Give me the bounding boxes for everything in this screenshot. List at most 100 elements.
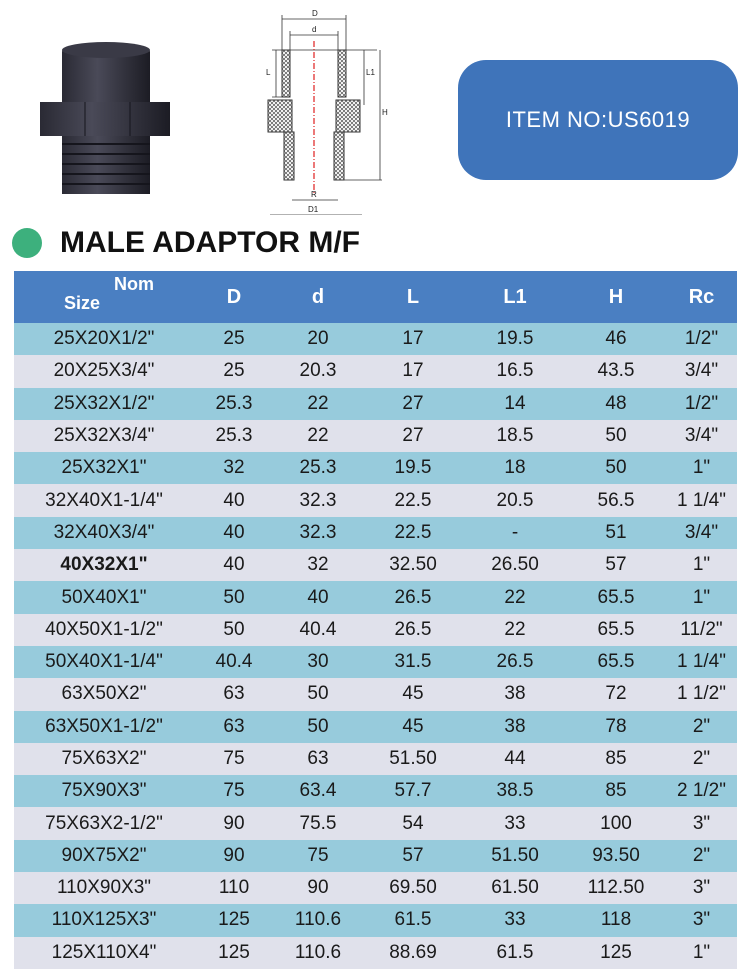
cell-d: 75	[274, 839, 362, 873]
cell-Rc: 3/4"	[666, 355, 737, 388]
product-photo	[40, 42, 170, 194]
cell-size: 25X32X1/2"	[14, 387, 194, 420]
cell-size: 40X50X1-1/2"	[14, 613, 194, 646]
cell-size: 90X75X2"	[14, 839, 194, 873]
cell-d: 20.3	[274, 355, 362, 388]
cell-Rc: 1 1/2"	[666, 678, 737, 711]
cell-d: 25.3	[274, 452, 362, 485]
cell-D: 63	[194, 678, 274, 711]
cell-size: 125X110X4"	[14, 936, 194, 969]
cell-size: 75X90X3"	[14, 775, 194, 808]
cell-d: 63.4	[274, 775, 362, 808]
cell-D: 50	[194, 581, 274, 614]
cell-d: 32.3	[274, 484, 362, 517]
cell-d: 40	[274, 581, 362, 614]
cell-Rc: 1 1/4"	[666, 645, 737, 679]
cell-d: 110.6	[274, 904, 362, 937]
cell-L: 32.50	[362, 549, 464, 582]
cell-D: 63	[194, 710, 274, 743]
cell-H: 46	[566, 323, 666, 356]
cell-d: 75.5	[274, 807, 362, 840]
table-row: 32X40X1-1/4" 40 32.3 22.5 20.5 56.5 1 1/4"	[14, 484, 737, 517]
cell-size: 63X50X2"	[14, 678, 194, 711]
label-L: L	[266, 68, 271, 77]
cell-size: 50X40X1"	[14, 581, 194, 614]
cell-Rc: 1"	[666, 936, 737, 969]
cell-D: 90	[194, 807, 274, 840]
cell-H: 65.5	[566, 613, 666, 646]
cell-Rc: 1/2"	[666, 323, 737, 356]
table-row: 75X63X2" 75 63 51.50 44 85 2"	[14, 742, 737, 776]
dimension-diagram: D d L L1 H R D1	[266, 9, 388, 215]
table-row: 75X63X2-1/2" 90 75.5 54 33 100 3"	[14, 807, 737, 840]
cell-D: 32	[194, 452, 274, 485]
cell-H: 85	[566, 742, 666, 776]
cell-L1: 38	[464, 710, 566, 743]
cell-L1: 38.5	[464, 775, 566, 808]
cell-d: 63	[274, 742, 362, 776]
cell-L: 17	[362, 323, 464, 356]
title-row: MALE ADAPTOR M/F	[12, 226, 360, 260]
cell-L: 57.7	[362, 775, 464, 808]
cell-Rc: 3"	[666, 904, 737, 937]
cell-D: 75	[194, 775, 274, 808]
page-title: MALE ADAPTOR M/F	[60, 226, 360, 259]
cell-H: 93.50	[566, 839, 666, 873]
cell-L: 57	[362, 839, 464, 873]
cell-size: 63X50X1-1/2"	[14, 710, 194, 743]
table-row: 110X90X3" 110 90 69.50 61.50 112.50 3"	[14, 872, 737, 905]
cell-H: 65.5	[566, 645, 666, 679]
cell-D: 40	[194, 549, 274, 582]
cell-H: 85	[566, 775, 666, 808]
spec-table: Size Nom D d L L1 H Rc 25X20X1/2" 25 20 17 19…	[14, 271, 737, 969]
table-row: 25X32X1" 32 25.3 19.5 18 50 1"	[14, 452, 737, 485]
cell-L1: 44	[464, 742, 566, 776]
cell-d: 110.6	[274, 936, 362, 969]
table-row: 50X40X1" 50 40 26.5 22 65.5 1"	[14, 581, 737, 614]
size-label: Size	[64, 293, 101, 313]
cell-Rc: 2"	[666, 710, 737, 743]
cell-D: 125	[194, 904, 274, 937]
cell-size: 40X32X1"	[14, 549, 194, 582]
cell-L1: 20.5	[464, 484, 566, 517]
cell-size: 110X125X3"	[14, 904, 194, 937]
header-d: d	[274, 271, 362, 323]
item-number-badge: ITEM NO:US6019	[458, 60, 738, 180]
cell-size: 32X40X1-1/4"	[14, 484, 194, 517]
cell-H: 57	[566, 549, 666, 582]
table-row: 40X32X1" 40 32 32.50 26.50 57 1"	[14, 549, 737, 582]
cell-L: 27	[362, 419, 464, 453]
cell-H: 125	[566, 936, 666, 969]
cell-d: 22	[274, 419, 362, 453]
cell-L1: 22	[464, 613, 566, 646]
cell-size: 75X63X2-1/2"	[14, 807, 194, 840]
label-D: D	[312, 9, 318, 18]
cell-size: 32X40X3/4"	[14, 516, 194, 550]
header-L: L	[362, 271, 464, 323]
table-row: 25X32X3/4" 25.3 22 27 18.5 50 3/4"	[14, 419, 737, 453]
cell-d: 32	[274, 549, 362, 582]
cell-d: 32.3	[274, 516, 362, 550]
cell-L1: 26.50	[464, 549, 566, 582]
header-H: H	[566, 271, 666, 323]
cell-L1: 33	[464, 807, 566, 840]
table-row: 20X25X3/4" 25 20.3 17 16.5 43.5 3/4"	[14, 355, 737, 388]
cell-size: 25X20X1/2"	[14, 323, 194, 356]
cell-L: 51.50	[362, 742, 464, 776]
table-row: 63X50X2" 63 50 45 38 72 1 1/2"	[14, 678, 737, 711]
cell-L: 88.69	[362, 936, 464, 969]
cell-Rc: 3/4"	[666, 419, 737, 453]
cell-size: 25X32X1"	[14, 452, 194, 485]
cell-size: 75X63X2"	[14, 742, 194, 776]
cell-size: 110X90X3"	[14, 872, 194, 905]
header-D: D	[194, 271, 274, 323]
cell-D: 50	[194, 613, 274, 646]
cell-L: 17	[362, 355, 464, 388]
cell-L: 22.5	[362, 516, 464, 550]
cell-D: 110	[194, 872, 274, 905]
cell-L: 31.5	[362, 645, 464, 679]
cell-Rc: 11/2"	[666, 613, 737, 646]
cell-L: 45	[362, 678, 464, 711]
cell-L1: 18.5	[464, 419, 566, 453]
cell-H: 51	[566, 516, 666, 550]
